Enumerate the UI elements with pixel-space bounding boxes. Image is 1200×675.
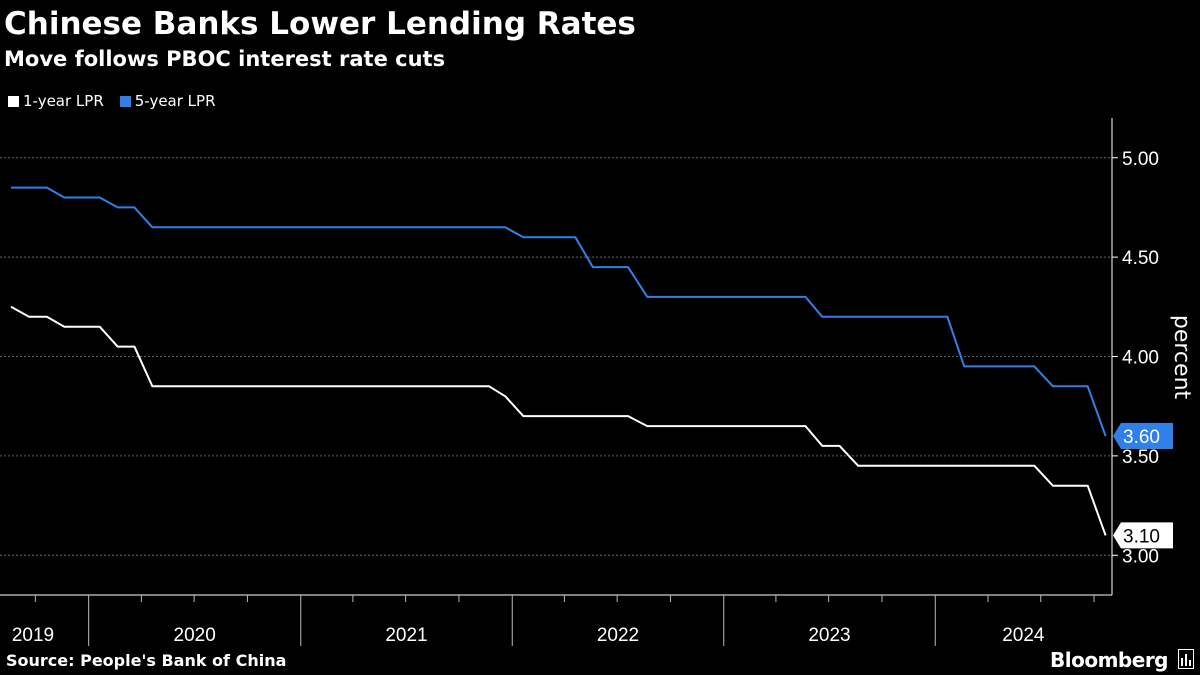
legend-swatch-1y bbox=[8, 95, 19, 107]
legend-entry-5y: 5-year LPR bbox=[119, 92, 216, 110]
x-tick-label: 2020 bbox=[174, 625, 216, 646]
y-axis-label: percent bbox=[1169, 315, 1194, 400]
y-tick-label: 3.50 bbox=[1122, 447, 1159, 468]
y-tick-label: 3.00 bbox=[1122, 546, 1159, 567]
chart-subtitle: Move follows PBOC interest rate cuts bbox=[4, 47, 446, 71]
x-tick-label: 2022 bbox=[597, 625, 639, 646]
x-tick-label: 2024 bbox=[1002, 625, 1045, 646]
chart-title: Chinese Banks Lower Lending Rates bbox=[4, 6, 636, 42]
bloomberg-terminal-icon bbox=[1178, 649, 1194, 669]
last-value-label-5y-box bbox=[1113, 423, 1173, 449]
last-value-label-1y-box bbox=[1113, 522, 1173, 549]
series-layer bbox=[10, 186, 1107, 536]
source-note: Source: People's Bank of China bbox=[6, 651, 287, 670]
legend-entry-1y: 1-year LPR bbox=[8, 92, 104, 110]
x-tick-label: 2019 bbox=[12, 625, 54, 646]
legend-label-1y: 1-year LPR bbox=[23, 92, 104, 110]
y-tick-label: 4.50 bbox=[1122, 248, 1159, 269]
brand-logo: Bloomberg bbox=[1050, 648, 1168, 672]
series-line-1y bbox=[10, 305, 1107, 536]
x-axis: 2019 2020 2021 2022 2023 2024 bbox=[0, 594, 1112, 646]
series-line-5y bbox=[11, 186, 1107, 437]
legend: 1-year LPR 5-year LPR bbox=[8, 90, 216, 112]
last-value-label-5y: 3.60 bbox=[1123, 427, 1160, 448]
x-tick-label: 2023 bbox=[808, 625, 850, 646]
label-layer: 3.10 3.60 bbox=[1113, 423, 1173, 549]
y-tick-label: 5.00 bbox=[1122, 149, 1159, 170]
x-tick-label: 2021 bbox=[385, 625, 427, 646]
y-tick-label: 4.00 bbox=[1122, 348, 1159, 369]
last-value-label-1y: 3.10 bbox=[1123, 526, 1160, 547]
legend-swatch-5y bbox=[119, 95, 131, 107]
legend-label-5y: 5-year LPR bbox=[134, 92, 216, 110]
y-axis: 3.00 3.50 4.00 4.50 5.00 percent bbox=[1111, 118, 1194, 595]
line-chart: 2019 2020 2021 2022 2023 2024 3.00 3.50 4.00 4.5… bbox=[0, 118, 1194, 646]
grid-layer bbox=[0, 157, 1112, 556]
